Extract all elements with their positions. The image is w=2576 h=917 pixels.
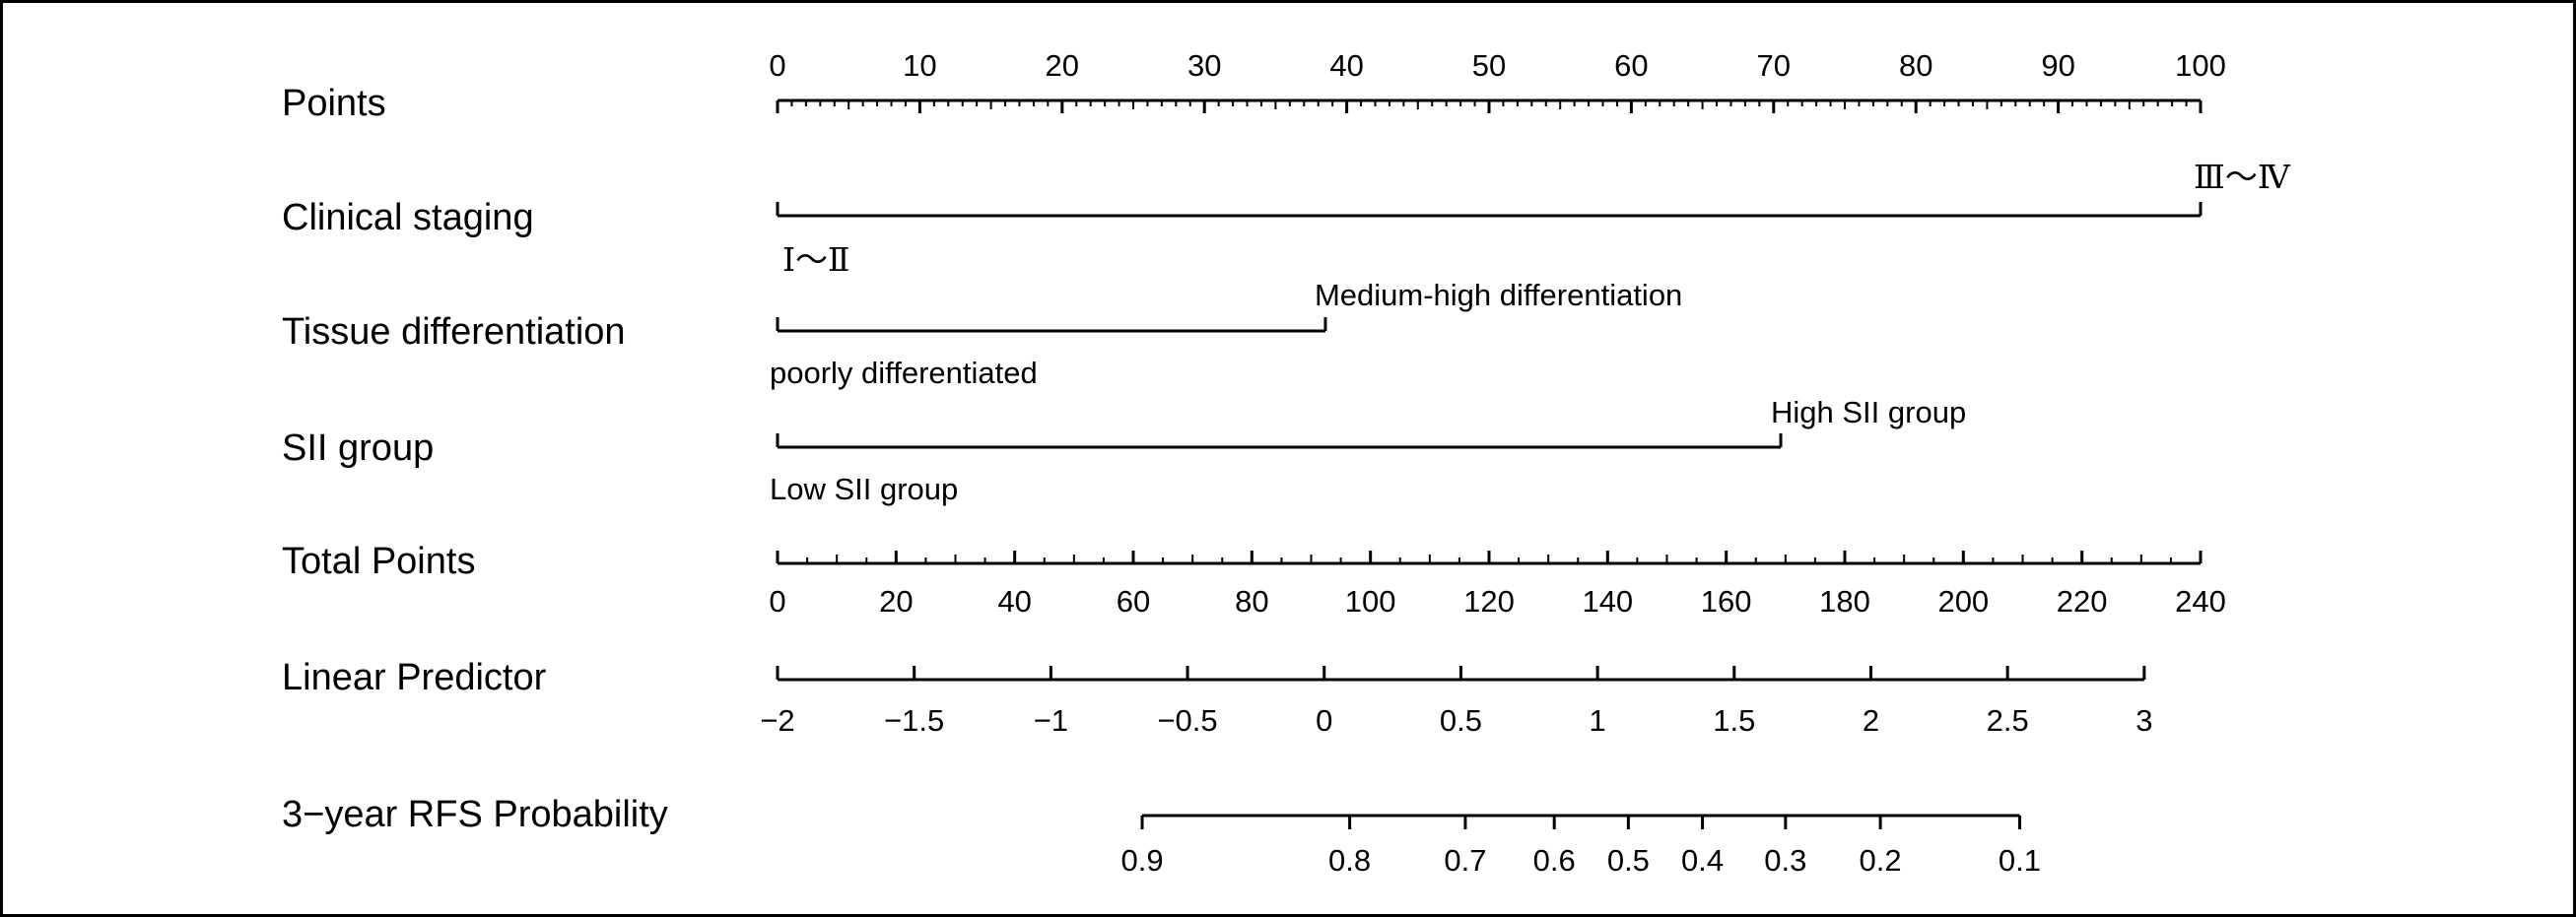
points-tick-label: 100 [2175,48,2226,83]
points-row: 0 10 20 30 40 50 60 70 80 90 100 [769,48,2226,113]
points-tick-label: 40 [1329,48,1363,83]
points-tick-label: 20 [1046,48,1079,83]
linear-predictor-tick-label: 0 [1316,703,1332,738]
total-points-tick-label: 160 [1701,584,1752,619]
clinical-staging-row: Ⅰ～Ⅱ Ⅲ～Ⅳ [776,158,2291,279]
points-tick-label: 10 [903,48,936,83]
tissue-differentiation-row: poorly differentiated Medium-high differe… [770,278,1682,390]
points-tick-label: 70 [1757,48,1791,83]
linear-predictor-tick-label: −1.5 [884,703,944,738]
total-points-tick-label: 220 [2057,584,2108,619]
clinical-staging-level-low: Ⅰ～Ⅱ [782,240,849,279]
row-label-tissue-differentiation: Tissue differentiation [282,311,626,353]
row-label-clinical-staging: Clinical staging [282,197,534,238]
clinical-staging-level-high: Ⅲ～Ⅳ [2194,158,2291,196]
linear-predictor-tick-label: 2 [1863,703,1879,738]
total-points-tick-label: 80 [1235,584,1268,619]
rfs-tick-label: 0.2 [1860,843,1902,878]
sii-level-high: High SII group [1771,395,1966,429]
linear-predictor-tick-label: 1 [1589,703,1605,738]
total-points-tick-label: 120 [1463,584,1515,619]
linear-predictor-tick-label: 3 [2135,703,2152,738]
linear-predictor-tick-label: 1.5 [1713,703,1755,738]
tissue-diff-level-high: Medium-high differentiation [1315,278,1682,312]
points-tick-label: 30 [1187,48,1221,83]
total-points-tick-label: 180 [1819,584,1870,619]
points-tick-label: 90 [2041,48,2074,83]
points-tick-label: 0 [769,48,785,83]
rfs-tick-label: 0.6 [1533,843,1576,878]
total-points-tick-label: 20 [879,584,913,619]
rfs-tick-label: 0.7 [1444,843,1486,878]
row-label-points: Points [282,83,386,124]
total-points-tick-label: 0 [769,584,785,619]
rfs-probability-row: 0.9 0.8 0.7 0.6 0.5 0.4 0.3 0.2 0.1 [1120,814,2041,878]
linear-predictor-tick-label: −2 [760,703,794,738]
points-tick-label: 50 [1472,48,1506,83]
rfs-tick-label: 0.1 [1999,843,2041,878]
points-tick-label: 60 [1614,48,1648,83]
total-points-row: 0 20 40 60 80 100 120 140 160 180 200 220 240 [769,551,2226,619]
total-points-tick-label: 60 [1117,584,1150,619]
rfs-tick-label: 0.9 [1120,843,1163,878]
points-tick-label: 80 [1899,48,1932,83]
rfs-tick-label: 0.5 [1607,843,1650,878]
linear-predictor-tick-label: 2.5 [1987,703,2029,738]
total-points-tick-label: 200 [1937,584,1989,619]
linear-predictor-tick-label: 0.5 [1440,703,1482,738]
total-points-tick-label: 140 [1582,584,1633,619]
linear-predictor-row: −2 −1.5 −1 −0.5 0 0.5 1 1.5 2 2.5 3 [760,666,2152,738]
nomogram-chart: Points Clinical staging Tissue different… [282,48,2291,878]
row-label-linear-predictor: Linear Predictor [282,657,547,698]
linear-predictor-tick-label: −0.5 [1157,703,1217,738]
tissue-diff-level-low: poorly differentiated [770,356,1038,390]
rfs-tick-label: 0.8 [1328,843,1371,878]
rfs-tick-label: 0.3 [1764,843,1806,878]
row-label-total-points: Total Points [282,541,475,582]
total-points-tick-label: 100 [1345,584,1396,619]
sii-level-low: Low SII group [770,472,958,506]
row-label-sii-group: SII group [282,427,434,469]
sii-group-row: Low SII group High SII group [770,395,1966,506]
row-labels: Points Clinical staging Tissue different… [282,83,668,835]
row-label-rfs-probability: 3−year RFS Probability [282,794,668,835]
rfs-tick-label: 0.4 [1681,843,1724,878]
total-points-tick-label: 40 [997,584,1031,619]
total-points-tick-label: 240 [2175,584,2226,619]
linear-predictor-tick-label: −1 [1034,703,1068,738]
